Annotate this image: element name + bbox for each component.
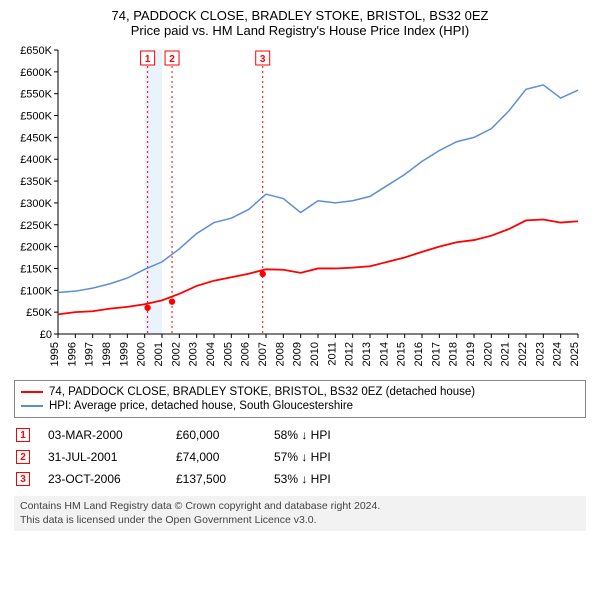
y-tick-label: £200K: [20, 242, 52, 254]
marker-price: £60,000: [176, 428, 256, 442]
x-tick-label: 2012: [344, 342, 356, 366]
x-tick-label: 2013: [361, 342, 373, 366]
x-tick-label: 2001: [153, 342, 165, 366]
y-tick-label: £50K: [26, 307, 52, 319]
x-tick-label: 1997: [84, 342, 96, 366]
x-tick-label: 2008: [274, 342, 286, 366]
y-tick-label: £250K: [20, 220, 52, 232]
x-tick-label: 1999: [118, 342, 130, 366]
y-tick-label: £550K: [20, 89, 52, 101]
sale-dot: [169, 298, 175, 304]
x-tick-label: 1998: [101, 342, 113, 366]
x-tick-label: 2020: [482, 342, 494, 366]
x-tick-label: 2009: [292, 342, 304, 366]
chart-area: £0 £50K £100K £150K £200K £250K £300K £350K £400…: [10, 44, 590, 374]
marker-number: 3: [260, 54, 266, 65]
marker-date: 03-MAR-2000: [48, 428, 158, 442]
marker-date: 23-OCT-2006: [48, 472, 158, 486]
y-tick-label: £150K: [20, 263, 52, 275]
legend-item: HPI: Average price, detached house, Sout…: [21, 399, 579, 413]
marker-row: 3 23-OCT-2006 £137,500 53% ↓ HPI: [14, 468, 586, 490]
y-tick-label: £0: [40, 329, 52, 341]
x-tick-label: 2003: [188, 342, 200, 366]
title-block: 74, PADDOCK CLOSE, BRADLEY STOKE, BRISTO…: [10, 8, 590, 38]
y-tick-label: £600K: [20, 67, 52, 79]
marker-price: £137,500: [176, 472, 256, 486]
x-tick-label: 2010: [309, 342, 321, 366]
marker-number-box: 2: [16, 450, 30, 464]
x-tick-label: 2011: [326, 342, 338, 366]
y-tick-label: £300K: [20, 198, 52, 210]
y-tick-label: £400K: [20, 154, 52, 166]
marker-delta: 53% ↓ HPI: [274, 472, 364, 486]
x-tick-label: 2005: [222, 342, 234, 366]
container: 74, PADDOCK CLOSE, BRADLEY STOKE, BRISTO…: [0, 0, 600, 543]
x-tick-label: 2014: [378, 342, 390, 366]
x-tick-label: 2023: [534, 342, 546, 366]
y-tick-label: £100K: [20, 285, 52, 297]
x-tick-label: 2002: [170, 342, 182, 366]
marker-price: £74,000: [176, 450, 256, 464]
title-line-2: Price paid vs. HM Land Registry's House …: [10, 23, 590, 38]
sale-dot: [144, 305, 150, 311]
x-tick-label: 2007: [257, 342, 269, 366]
y-tick-label: £450K: [20, 132, 52, 144]
x-tick-label: 2017: [430, 342, 442, 366]
marker-number-box: 3: [16, 472, 30, 486]
footer-line-1: Contains HM Land Registry data © Crown c…: [20, 500, 580, 514]
marker-delta: 58% ↓ HPI: [274, 428, 364, 442]
x-tick-label: 2016: [413, 342, 425, 366]
marker-date: 31-JUL-2001: [48, 450, 158, 464]
footer-note: Contains HM Land Registry data © Crown c…: [14, 496, 586, 531]
x-tick-label: 2015: [396, 342, 408, 366]
marker-number: 1: [145, 54, 151, 65]
x-tick-label: 2000: [136, 342, 148, 366]
marker-delta: 57% ↓ HPI: [274, 450, 364, 464]
price-chart: £0 £50K £100K £150K £200K £250K £300K £350K £400…: [10, 44, 590, 374]
marker-number: 2: [169, 54, 175, 65]
x-tick-label: 2006: [240, 342, 252, 366]
x-tick-label: 2021: [500, 342, 512, 366]
sale-dot: [260, 271, 266, 277]
marker-number-box: 1: [16, 428, 30, 442]
y-tick-label: £350K: [20, 176, 52, 188]
y-tick-label: £500K: [20, 111, 52, 123]
y-tick-label: £650K: [20, 45, 52, 57]
marker-row: 2 31-JUL-2001 £74,000 57% ↓ HPI: [14, 446, 586, 468]
marker-row: 1 03-MAR-2000 £60,000 58% ↓ HPI: [14, 424, 586, 446]
legend-swatch: [21, 405, 43, 407]
x-tick-label: 2004: [205, 342, 217, 366]
x-tick-label: 2022: [517, 342, 529, 366]
x-tick-label: 1996: [66, 342, 78, 366]
x-tick-label: 2024: [552, 342, 564, 366]
x-tick-label: 2018: [448, 342, 460, 366]
legend-swatch: [21, 391, 43, 393]
legend: 74, PADDOCK CLOSE, BRADLEY STOKE, BRISTO…: [14, 380, 586, 418]
footer-line-2: This data is licensed under the Open Gov…: [20, 514, 580, 528]
x-tick-label: 2025: [569, 342, 581, 366]
legend-label: 74, PADDOCK CLOSE, BRADLEY STOKE, BRISTO…: [49, 386, 475, 398]
x-tick-label: 1995: [49, 342, 61, 366]
markers-table: 1 03-MAR-2000 £60,000 58% ↓ HPI 2 31-JUL-2001…: [14, 424, 586, 490]
title-line-1: 74, PADDOCK CLOSE, BRADLEY STOKE, BRISTO…: [10, 8, 590, 23]
legend-label: HPI: Average price, detached house, Sout…: [49, 400, 353, 412]
legend-item: 74, PADDOCK CLOSE, BRADLEY STOKE, BRISTO…: [21, 385, 579, 399]
x-tick-label: 2019: [465, 342, 477, 366]
